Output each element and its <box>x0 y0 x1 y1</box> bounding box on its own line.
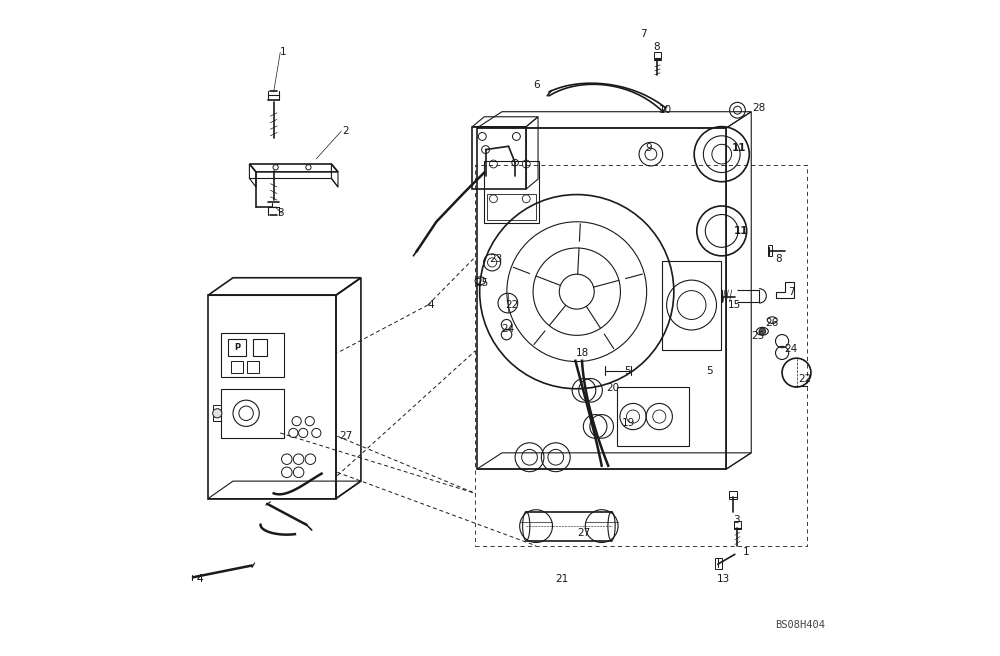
Text: 5: 5 <box>707 365 713 376</box>
Text: 27: 27 <box>339 431 352 441</box>
Text: 8: 8 <box>653 42 659 52</box>
Bar <box>729 491 737 499</box>
Text: 6: 6 <box>533 80 539 91</box>
Text: 15: 15 <box>728 300 741 310</box>
Bar <box>484 161 539 223</box>
Bar <box>734 521 741 529</box>
Text: 2: 2 <box>343 126 349 136</box>
Text: 26: 26 <box>766 318 779 328</box>
Text: 19: 19 <box>622 418 635 428</box>
Text: BS08H404: BS08H404 <box>775 619 825 630</box>
Bar <box>662 261 721 350</box>
Text: P: P <box>234 343 240 352</box>
Circle shape <box>213 409 222 418</box>
Text: 7: 7 <box>789 287 795 297</box>
Bar <box>253 339 267 356</box>
Text: 23: 23 <box>489 254 502 264</box>
Bar <box>231 361 243 373</box>
Bar <box>768 245 772 256</box>
Text: 28: 28 <box>752 103 766 113</box>
Text: 11: 11 <box>732 142 747 153</box>
Text: 13: 13 <box>716 573 730 584</box>
Text: 18: 18 <box>576 348 589 358</box>
Bar <box>221 333 284 377</box>
Text: 25: 25 <box>751 331 764 341</box>
Text: 4: 4 <box>428 300 434 310</box>
Text: 20: 20 <box>606 383 619 394</box>
Circle shape <box>759 328 766 335</box>
Text: 3: 3 <box>733 514 739 525</box>
Text: 8: 8 <box>775 254 782 264</box>
Text: 21: 21 <box>556 573 569 584</box>
Text: 25: 25 <box>475 278 488 289</box>
Text: 11: 11 <box>734 226 749 236</box>
Bar <box>617 387 689 446</box>
Text: 10: 10 <box>659 105 672 115</box>
Bar <box>221 389 284 438</box>
Bar <box>213 405 221 421</box>
Text: 27: 27 <box>577 527 591 538</box>
Bar <box>715 558 722 569</box>
Text: 22: 22 <box>798 374 812 384</box>
Text: 3: 3 <box>277 208 284 218</box>
Bar <box>487 194 536 220</box>
Text: 1: 1 <box>280 47 287 58</box>
Text: 1: 1 <box>743 547 749 558</box>
Bar <box>247 361 259 373</box>
Text: 5: 5 <box>625 365 631 376</box>
Text: 9: 9 <box>645 142 652 153</box>
Bar <box>228 339 246 356</box>
Text: 7: 7 <box>640 29 646 39</box>
Text: 22: 22 <box>505 300 518 310</box>
Text: 24: 24 <box>785 344 798 354</box>
Text: 24: 24 <box>501 324 514 335</box>
Text: 4: 4 <box>197 573 204 584</box>
Text: 4: 4 <box>197 573 204 584</box>
Bar <box>654 52 661 59</box>
